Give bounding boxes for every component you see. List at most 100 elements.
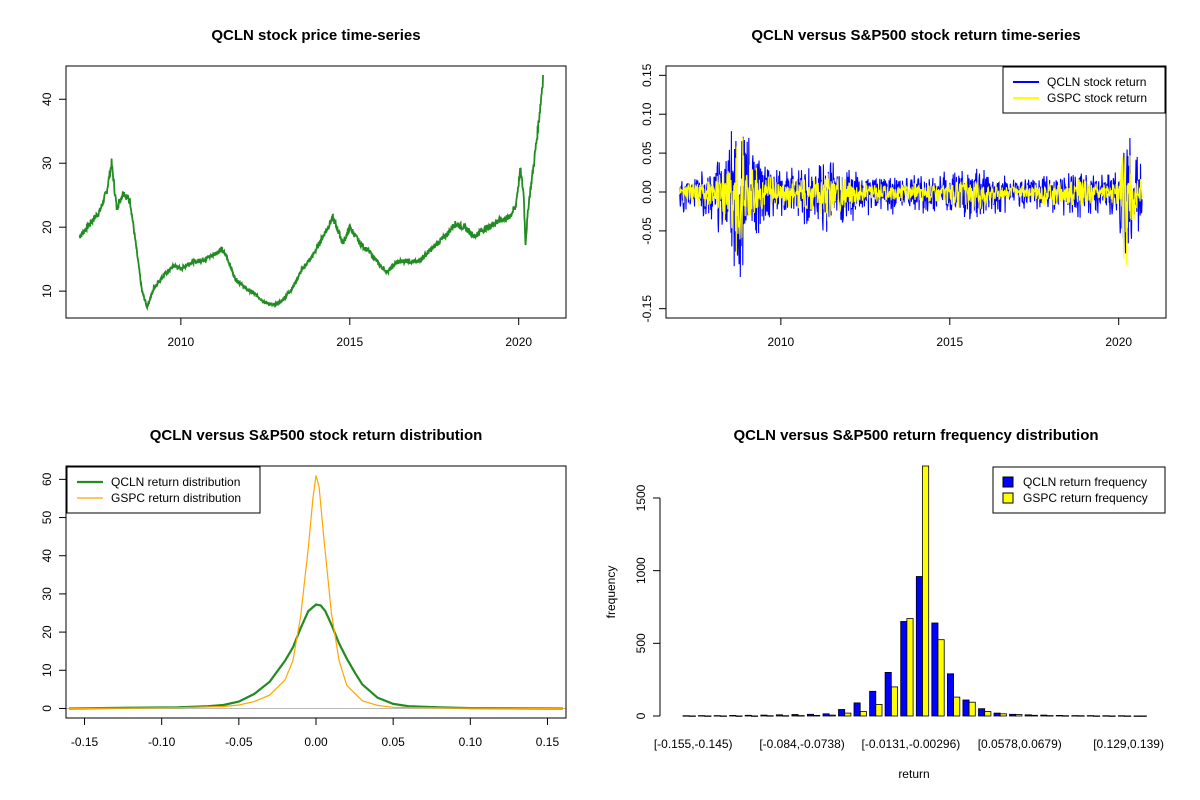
gspc-freq-bar <box>937 639 945 717</box>
panel3-legend <box>66 466 261 514</box>
qcln-freq-bar <box>822 713 830 717</box>
gspc-freq-bar <box>1015 714 1023 717</box>
qcln-return-line <box>678 131 1143 278</box>
gspc-freq-bar <box>859 711 867 717</box>
panel2-title: QCLN versus S&P500 stock return time-ser… <box>751 27 1080 44</box>
qcln-freq-bar <box>807 713 815 717</box>
qcln-price-line <box>78 74 544 311</box>
panel3-y-tick-label: 60 <box>40 472 54 486</box>
panel4-y-tick-label: 1500 <box>634 484 648 511</box>
qcln-freq-bar <box>775 714 783 717</box>
panel3-x-tick-label: -0.15 <box>71 735 99 749</box>
panel3-x-tick-label: 0.00 <box>304 735 328 749</box>
panel3-y-tick-label: 0 <box>40 705 54 712</box>
panel3-y-tick-label: 40 <box>40 549 54 563</box>
panel3-x-tick-label: -0.05 <box>225 735 253 749</box>
panel2-x-tick-label: 2015 <box>936 335 963 349</box>
panel3-x-tick-label: 0.15 <box>536 735 560 749</box>
panel4-x-tick-label: [0.129,0.139) <box>1093 737 1164 751</box>
gspc-freq-bar <box>1093 715 1101 717</box>
qcln-freq-bar <box>1086 715 1094 717</box>
panel4-x-tick-label: [0.0578,0.0679) <box>978 737 1062 751</box>
gspc-freq-bar <box>797 715 805 717</box>
gspc-freq-bar <box>1124 715 1132 717</box>
panel3-y-tick-label: 30 <box>40 587 54 601</box>
panel2-y-tick-label: 0.10 <box>640 102 654 126</box>
qcln-freq-bar <box>1040 714 1048 717</box>
panel1-x-tick-label: 2010 <box>168 335 195 349</box>
gspc-freq-bar <box>719 715 727 717</box>
qcln-freq-bar <box>1055 715 1063 717</box>
gspc-freq-bar <box>704 715 712 717</box>
panel2-y-tick-label: 0.00 <box>640 180 654 204</box>
qcln-freq-bar <box>760 714 768 717</box>
panel3-y-tick-label: 20 <box>40 625 54 639</box>
qcln-freq-bar <box>993 712 1001 717</box>
panel3-x-tick-label: 0.10 <box>459 735 483 749</box>
panel4-x-tick-label: [-0.084,-0.0738) <box>759 737 844 751</box>
gspc-freq-bar <box>1062 715 1070 717</box>
gspc-freq-bar <box>906 618 914 717</box>
gspc-density-line <box>69 475 563 710</box>
panel1-x-tick-label: 2020 <box>505 335 532 349</box>
gspc-freq-bar <box>1108 715 1116 717</box>
panel3-y-tick-label: 50 <box>40 511 54 525</box>
panel1-y-tick-label: 40 <box>40 92 54 106</box>
panel2-x-tick-label: 2010 <box>768 335 795 349</box>
panel3-legend-label: GSPC return distribution <box>111 491 241 505</box>
qcln-freq-bar <box>791 714 799 717</box>
qcln-freq-bar <box>1118 715 1126 717</box>
panel4-y-tick-label: 1000 <box>634 557 648 584</box>
panel1-y-tick-label: 20 <box>40 220 54 234</box>
gspc-freq-bar <box>999 713 1007 717</box>
panel4-legend-label: QCLN return frequency <box>1023 475 1147 489</box>
panel1-y-tick-label: 30 <box>40 156 54 170</box>
panel1-plot-frame <box>65 65 567 319</box>
qcln-density-line <box>69 603 563 710</box>
panel2-x-tick-label: 2020 <box>1105 335 1132 349</box>
panel3-y-tick-label: 10 <box>40 663 54 677</box>
gspc-freq-bar <box>735 715 743 717</box>
panel4-x-tick-label: [-0.155,-0.145) <box>654 737 733 751</box>
qcln-freq-bar <box>1071 715 1079 717</box>
qcln-freq-bar <box>853 702 861 717</box>
qcln-freq-bar <box>978 708 986 717</box>
panel4-y-tick-label: 0 <box>634 712 648 719</box>
qcln-freq-bar <box>900 621 908 717</box>
gspc-freq-bar <box>782 715 790 717</box>
qcln-freq-bar <box>1102 715 1110 717</box>
gspc-freq-bar <box>1046 715 1054 717</box>
qcln-freq-bar <box>947 673 955 717</box>
panel2-y-tick-label: -0.15 <box>640 295 654 323</box>
qcln-freq-bar <box>744 714 752 717</box>
gspc-freq-bar <box>828 714 836 717</box>
gspc-freq-bar <box>984 711 992 717</box>
panel2-y-tick-label: 0.05 <box>640 141 654 165</box>
qcln-freq-bar <box>713 715 721 717</box>
qcln-freq-bar <box>1133 715 1141 717</box>
gspc-freq-bar <box>891 686 899 717</box>
gspc-freq-bar <box>968 701 976 717</box>
panel4-y-axis-title: frequency <box>604 566 618 619</box>
gspc-freq-bar <box>844 712 852 717</box>
gspc-freq-bar <box>751 715 759 717</box>
gspc-freq-bar <box>1139 715 1147 717</box>
panel4-x-axis-title: return <box>898 767 929 781</box>
panel3-x-tick-label: 0.05 <box>381 735 405 749</box>
qcln-freq-bar <box>1024 714 1032 717</box>
qcln-freq-bar <box>1009 713 1017 717</box>
panel4-legend <box>992 466 1166 514</box>
panel2-legend-label: QCLN stock return <box>1047 75 1146 89</box>
gspc-freq-bar <box>953 696 961 717</box>
panel2-y-tick-label: 0.15 <box>640 63 654 87</box>
gspc-freq-bar <box>1030 714 1038 717</box>
gspc-return-line <box>678 137 1143 266</box>
panel4-legend-key <box>1002 476 1014 488</box>
panel4-title: QCLN versus S&P500 return frequency dist… <box>733 427 1098 444</box>
qcln-freq-bar <box>682 715 690 717</box>
panel3-title: QCLN versus S&P500 stock return distribu… <box>150 427 483 444</box>
panel3-legend-label: QCLN return distribution <box>111 475 240 489</box>
gspc-freq-bar <box>922 465 930 717</box>
panel1-title: QCLN stock price time-series <box>211 27 420 44</box>
